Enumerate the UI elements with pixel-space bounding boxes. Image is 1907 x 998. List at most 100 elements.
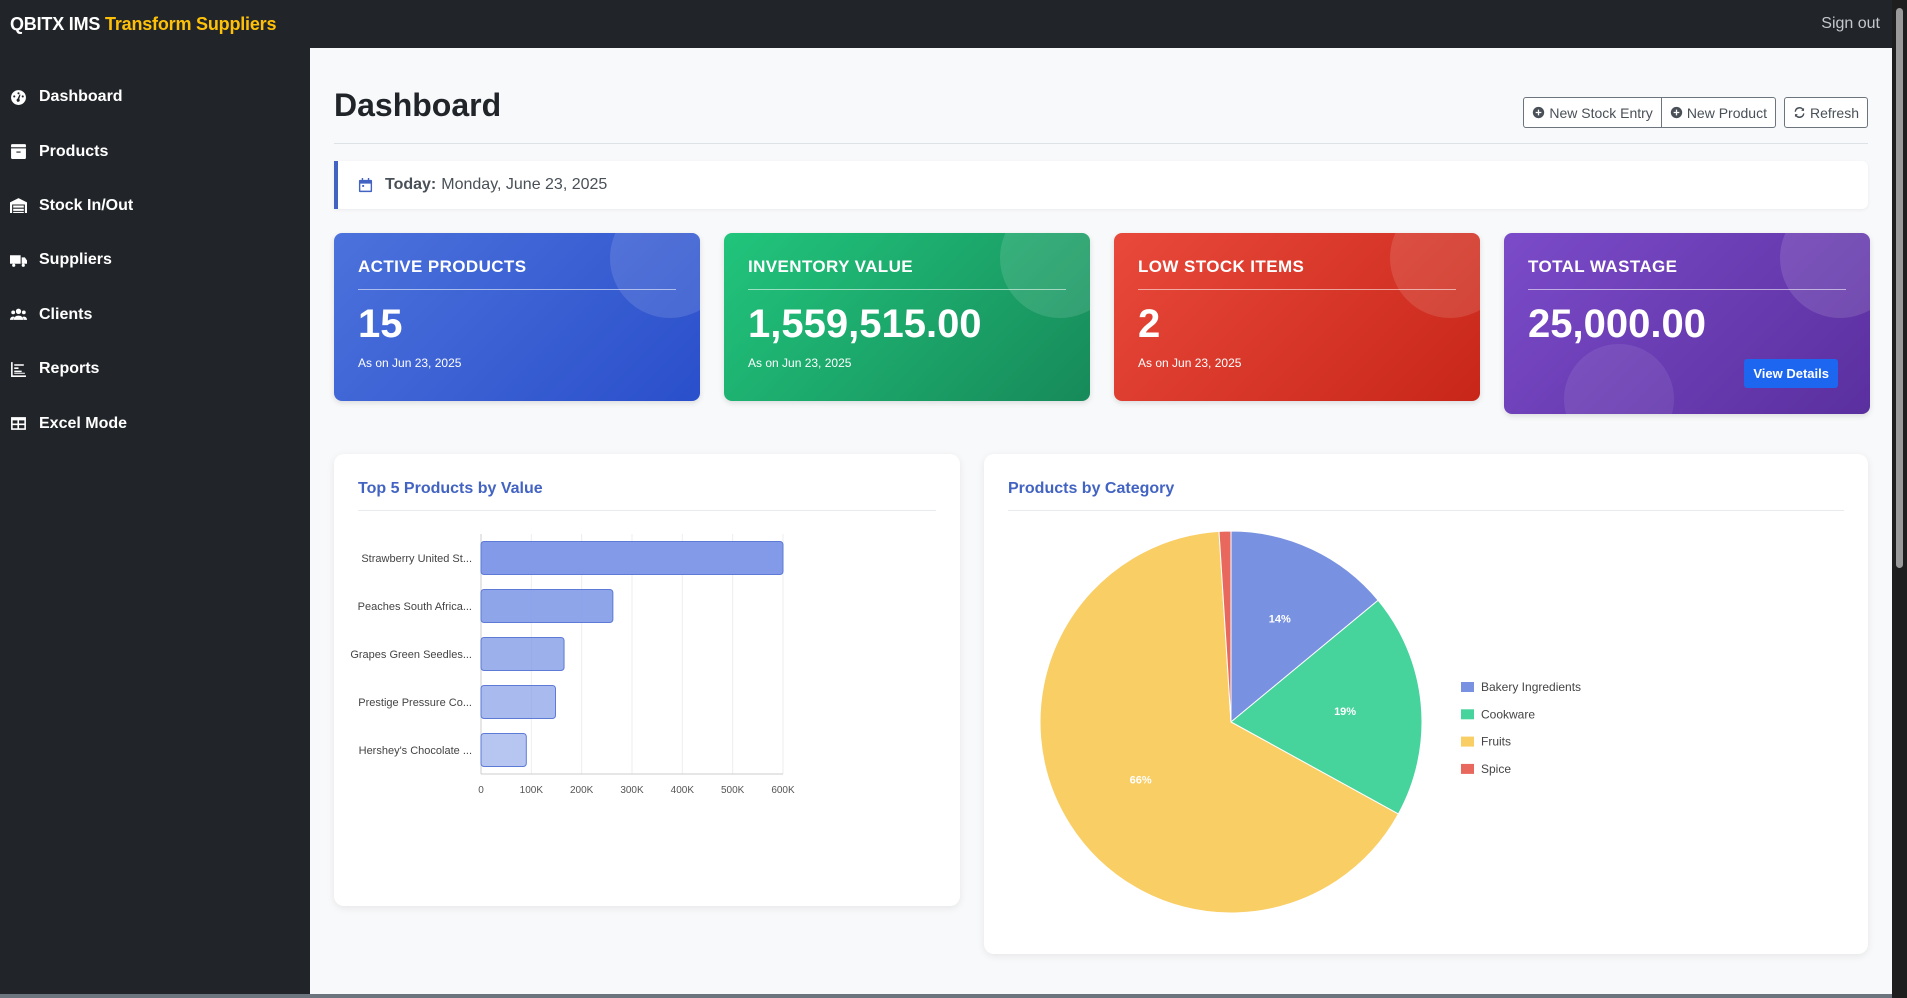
tachometer-icon (11, 89, 26, 105)
bar (480, 589, 614, 623)
chart-icon (11, 361, 26, 377)
bottom-border (0, 994, 1892, 998)
scrollbar-thumb[interactable] (1896, 8, 1903, 568)
sidebar-item-clients[interactable]: Clients (0, 288, 310, 342)
today-label: Today: (385, 176, 437, 193)
pie-slice (1218, 530, 1232, 723)
legend-label: Cookware (1481, 707, 1535, 721)
card-title: LOW STOCK ITEMS (1138, 257, 1456, 290)
x-tick-label: 200K (570, 785, 594, 796)
category-panel: Products by Category 14% 19% 66% Bakery Ing… (984, 454, 1868, 954)
new-product-button[interactable]: New Product (1661, 97, 1776, 128)
card-title: INVENTORY VALUE (748, 257, 1066, 290)
brand-name: QBITX IMS (10, 13, 101, 34)
plus-circle-icon (1533, 106, 1545, 119)
sign-out-link[interactable]: Sign out (1821, 15, 1880, 32)
legend-swatch (1461, 736, 1474, 747)
toolbar: New Stock Entry New Product Refresh (1523, 97, 1868, 128)
total-wastage-card: TOTAL WASTAGE 25,000.00 View Details (1504, 233, 1870, 414)
slice-label: 66% (1130, 774, 1152, 786)
plus-circle-icon (1670, 106, 1682, 119)
toolbar-button-group: New Stock Entry New Product (1523, 97, 1776, 128)
truck-icon (10, 255, 27, 267)
sidebar-item-label: Excel Mode (39, 414, 128, 432)
page-scrollbar[interactable] (1892, 0, 1907, 998)
top-products-panel: Top 5 Products by Value 0 100K 200K 300K 400… (334, 454, 960, 906)
category-label: Prestige Pressure Co... (358, 697, 472, 709)
brand-tagline: Transform Suppliers (105, 13, 277, 34)
card-note: As on Jun 23, 2025 (748, 356, 852, 370)
slice-label: 14% (1269, 613, 1291, 625)
sidebar-item-suppliers[interactable]: Suppliers (0, 233, 310, 287)
main-content: Dashboard New Stock Entry New Product Re… (310, 48, 1892, 994)
sidebar-item-label: Suppliers (39, 251, 112, 269)
sidebar-item-excel[interactable]: Excel Mode (0, 396, 310, 450)
new-product-label: New Product (1686, 104, 1767, 121)
category-label: Strawberry United St... (361, 553, 472, 565)
x-tick-label: 600K (771, 785, 795, 796)
new-stock-entry-button[interactable]: New Stock Entry (1523, 97, 1662, 128)
pie-slice (1039, 530, 1400, 914)
x-tick-label: 300K (620, 785, 644, 796)
legend-label: Fruits (1481, 735, 1511, 749)
sidebar-item-label: Stock In/Out (39, 196, 134, 214)
page-title: Dashboard (334, 87, 502, 123)
legend-swatch (1461, 709, 1474, 720)
new-stock-entry-label: New Stock Entry (1549, 104, 1653, 121)
box-icon (11, 144, 26, 160)
users-icon (10, 308, 27, 321)
legend-swatch (1461, 763, 1474, 774)
inventory-value-card: INVENTORY VALUE 1,559,515.00 As on Jun 2… (724, 233, 1090, 401)
sidebar-item-stock[interactable]: Stock In/Out (0, 179, 310, 233)
sidebar-item-label: Dashboard (39, 88, 123, 106)
panel-title: Top 5 Products by Value (358, 480, 543, 497)
panel-divider (358, 510, 936, 511)
sidebar-item-dashboard[interactable]: Dashboard (0, 70, 310, 124)
top-navbar: QBITX IMS Transform Suppliers Sign out (0, 0, 1892, 48)
legend-label: Spice (1481, 762, 1511, 776)
sidebar-item-products[interactable]: Products (0, 124, 310, 178)
bar (480, 541, 784, 575)
table-icon (11, 417, 26, 430)
sidebar-item-label: Clients (39, 305, 93, 323)
refresh-button[interactable]: Refresh (1783, 97, 1868, 128)
decorative-circle (1564, 344, 1674, 414)
category-label: Hershey's Chocolate ... (359, 745, 472, 757)
pie-slice (1230, 530, 1379, 724)
view-details-button[interactable]: View Details (1744, 359, 1838, 388)
low-stock-card: LOW STOCK ITEMS 2 As on Jun 23, 2025 (1114, 233, 1480, 401)
panel-title: Products by Category (1008, 480, 1175, 497)
legend-swatch (1461, 682, 1474, 692)
category-label: Peaches South Africa... (358, 601, 472, 613)
card-value: 25,000.00 (1528, 302, 1706, 346)
card-value: 15 (358, 302, 403, 346)
sidebar-item-reports[interactable]: Reports (0, 342, 310, 396)
x-tick-label: 0 (478, 785, 484, 796)
x-tick-label: 100K (520, 785, 544, 796)
category-label: Grapes Green Seedles... (350, 649, 472, 661)
panel-divider (1008, 510, 1844, 511)
card-title: TOTAL WASTAGE (1528, 257, 1846, 290)
legend-label: Bakery Ingredients (1481, 680, 1581, 694)
page-header: Dashboard New Stock Entry New Product Re… (334, 88, 1868, 144)
bar-chart: 0 100K 200K 300K 400K 500K 600K Strawberry Unit… (350, 534, 795, 796)
sidebar-item-label: Reports (39, 360, 100, 378)
x-tick-label: 400K (671, 785, 695, 796)
brand-logo[interactable]: QBITX IMS Transform Suppliers (10, 14, 276, 35)
bar (480, 637, 565, 671)
sidebar: Dashboard Products Stock In/Out Supplier… (0, 48, 310, 998)
refresh-icon (1794, 107, 1805, 118)
pie-chart: 14% 19% 66% Bakery Ingredients Cookware Fruit… (1039, 530, 1581, 914)
refresh-label: Refresh (1809, 104, 1859, 121)
active-products-card: ACTIVE PRODUCTS 15 As on Jun 23, 2025 (334, 233, 700, 401)
x-tick-label: 500K (721, 785, 745, 796)
card-title: ACTIVE PRODUCTS (358, 257, 676, 290)
today-date: Monday, June 23, 2025 (441, 176, 608, 193)
warehouse-icon (10, 198, 27, 214)
bar (480, 685, 556, 719)
sidebar-item-label: Products (39, 142, 109, 160)
card-note: As on Jun 23, 2025 (1138, 356, 1242, 370)
today-banner: Today: Monday, June 23, 2025 (334, 161, 1868, 209)
bar (480, 733, 527, 767)
card-value: 1,559,515.00 (748, 302, 982, 346)
